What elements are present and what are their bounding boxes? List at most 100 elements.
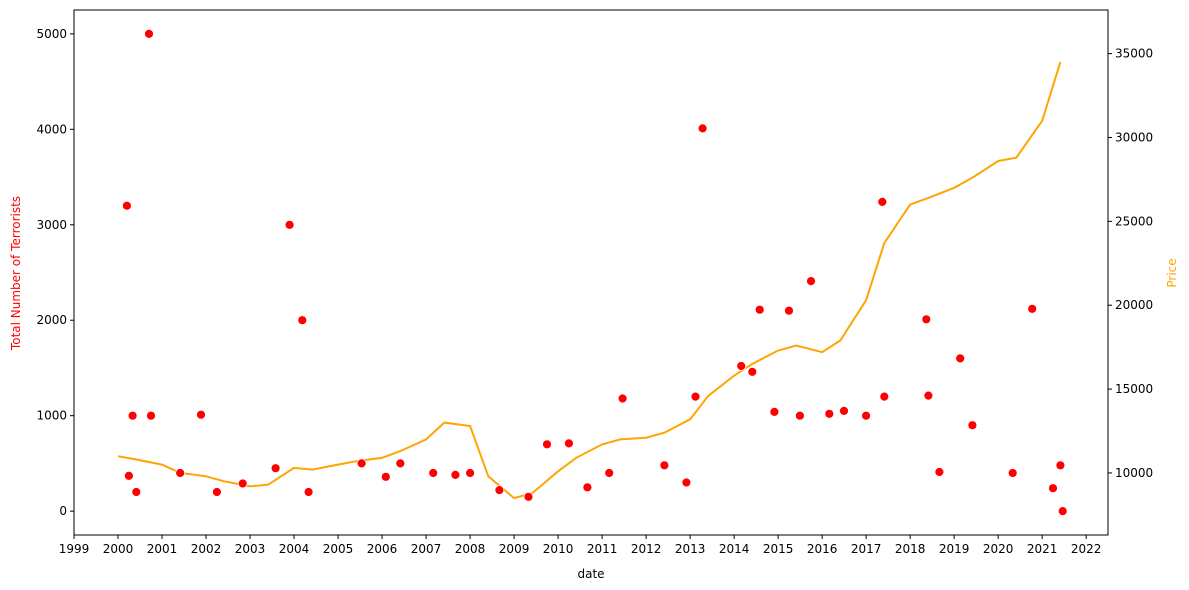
terrorists-point [697, 123, 708, 134]
x-tick-label: 2008 [455, 542, 486, 556]
y-left-tick-label: 5000 [36, 27, 67, 41]
x-tick-label: 2004 [279, 542, 310, 556]
terrorists-point [523, 491, 534, 502]
x-tick-label: 2005 [323, 542, 354, 556]
terrorists-point [923, 390, 934, 401]
y-left-tick-label: 2000 [36, 313, 67, 327]
terrorists-point [303, 487, 314, 497]
x-tick-label: 1999 [59, 542, 90, 556]
terrorists-point [356, 458, 367, 469]
x-tick-label: 2012 [631, 542, 662, 556]
terrorists-point [1057, 506, 1068, 517]
terrorists-point [806, 276, 816, 287]
x-tick-label: 2000 [103, 542, 134, 556]
y-left-tick-label: 3000 [36, 218, 67, 232]
terrorists-point [542, 439, 552, 450]
price-line [117, 61, 1062, 500]
y-right-tick-label: 15000 [1115, 382, 1153, 396]
x-tick-label: 2011 [587, 542, 618, 556]
terrorists-point [690, 391, 701, 402]
y-left-tick-label: 1000 [36, 409, 67, 423]
x-tick-label: 2013 [675, 542, 706, 556]
terrorists-point [146, 410, 156, 421]
y-right-tick-label: 25000 [1115, 214, 1153, 228]
terrorists-point [175, 468, 186, 478]
y-axis-left: 0 1000 2000 3000 4000 5000 [36, 27, 74, 518]
terrorists-point [1027, 303, 1038, 314]
terrorists-point [681, 477, 692, 488]
x-axis: 1999 2000 2001 2002 2003 2004 2005 2006 2007 2008… [59, 535, 1102, 556]
terrorists-point [564, 438, 574, 449]
terrorists-point [921, 314, 932, 325]
terrorists-series-layer [122, 29, 1068, 517]
terrorists-point [465, 468, 476, 478]
terrorists-point [127, 410, 138, 421]
x-tick-label: 2001 [147, 542, 178, 556]
terrorists-point [582, 482, 593, 493]
y-right-tick-label: 30000 [1115, 130, 1153, 144]
y-right-tick-label: 20000 [1115, 298, 1153, 312]
price-series-layer [117, 61, 1062, 500]
x-tick-label: 2022 [1071, 542, 1102, 556]
y-left-tick-label: 4000 [36, 122, 67, 136]
x-tick-label: 2021 [1027, 542, 1058, 556]
terrorists-point [754, 304, 765, 315]
x-tick-label: 2019 [939, 542, 970, 556]
x-tick-label: 2020 [983, 542, 1014, 556]
x-tick-label: 2018 [895, 542, 926, 556]
terrorists-point [494, 485, 505, 496]
y-axis-right-label: Price [1165, 258, 1179, 287]
y-right-tick-label: 10000 [1115, 466, 1153, 480]
terrorists-point [839, 405, 849, 416]
x-tick-label: 2015 [763, 542, 794, 556]
terrorists-point [270, 463, 281, 474]
terrorists-point [879, 391, 890, 402]
x-tick-label: 2002 [191, 542, 222, 556]
y-left-tick-label: 0 [59, 504, 67, 518]
x-axis-label: date [577, 567, 604, 581]
terrorists-point [861, 410, 871, 421]
terrorists-point [395, 458, 406, 469]
terrorists-point [769, 406, 780, 417]
terrorists-point [196, 409, 206, 420]
terrorists-point [824, 408, 835, 419]
terrorists-point [428, 468, 439, 478]
plot-frame [73, 9, 1109, 536]
terrorists-point [617, 393, 628, 404]
terrorists-point [297, 315, 308, 326]
terrorists-point [1055, 460, 1066, 471]
terrorists-point [784, 305, 794, 316]
x-tick-label: 2009 [499, 542, 530, 556]
x-tick-label: 2010 [543, 542, 574, 556]
terrorists-point [967, 420, 978, 431]
y-right-tick-label: 35000 [1115, 47, 1153, 61]
x-tick-label: 2014 [719, 542, 750, 556]
y-axis-left-label: Total Number of Terrorists [9, 196, 23, 351]
y-axis-right: 10000 15000 20000 25000 30000 35000 [1108, 47, 1153, 480]
terrorists-point [237, 478, 248, 489]
terrorists-point [877, 196, 888, 207]
terrorists-point [736, 361, 747, 371]
terrorists-point [604, 468, 615, 478]
terrorists-point [123, 470, 134, 481]
x-tick-label: 2007 [411, 542, 442, 556]
x-tick-label: 2003 [235, 542, 266, 556]
terrorists-point [131, 487, 142, 497]
terrorists-point [747, 366, 758, 377]
terrorists-point [659, 460, 670, 471]
x-tick-label: 2017 [851, 542, 882, 556]
terrorists-point [450, 469, 461, 480]
terrorists-point [144, 29, 154, 39]
terrorists-point [284, 219, 295, 230]
terrorists-point [934, 467, 945, 477]
terrorists-point [795, 410, 805, 421]
terrorists-point [211, 487, 222, 497]
terrorists-point [122, 200, 132, 211]
terrorists-point [380, 471, 391, 482]
terrorists-point [1048, 483, 1058, 494]
terrorists-point [955, 353, 966, 364]
x-tick-label: 2006 [367, 542, 398, 556]
x-tick-label: 2016 [807, 542, 838, 556]
terrorists-point [1007, 468, 1018, 478]
